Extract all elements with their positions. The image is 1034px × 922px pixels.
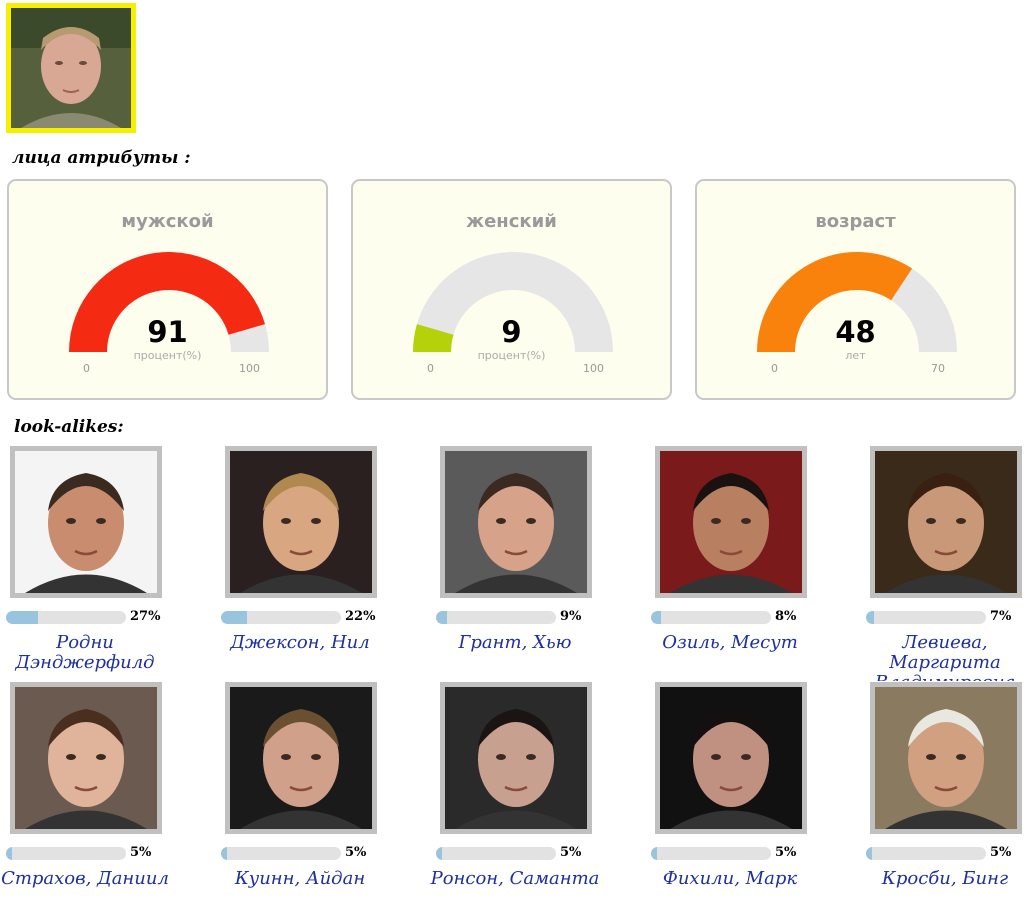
celebrity-name-link[interactable]: Ронсон, Саманта (430, 869, 600, 889)
celebrity-photo[interactable] (870, 682, 1022, 834)
gauge-unit: лет (845, 349, 866, 362)
similarity-bar (221, 611, 341, 624)
uploaded-face-photo (6, 3, 136, 133)
similarity-bar-fill (436, 611, 447, 624)
gauge-title: возраст (815, 211, 896, 232)
gauge-max: 70 (931, 362, 945, 375)
celebrity-photo[interactable] (225, 446, 377, 598)
look-alike-card: 27% Родни Дэнджерфилд (6, 446, 210, 686)
similarity-percent: 5% (990, 845, 1012, 860)
gauge-value: 48 (835, 315, 876, 349)
gauge-track (413, 252, 613, 352)
face-illustration (875, 451, 1017, 593)
similarity-percent: 5% (775, 845, 797, 860)
gauge-max: 100 (239, 362, 260, 375)
similarity-bar (651, 847, 771, 860)
gauge-max: 100 (583, 362, 604, 375)
similarity-bar-fill (6, 611, 39, 624)
gauge-age-arc (757, 251, 957, 352)
similarity-bar (221, 847, 341, 860)
gauge-title: мужской (121, 211, 214, 232)
gauge-male-arc (69, 252, 269, 352)
similarity-bar (6, 847, 126, 860)
celebrity-name-link[interactable]: Джексон, Нил (230, 633, 370, 653)
look-alike-card: 5% Страхов, Даниил (1, 682, 210, 922)
gauge-min: 0 (83, 362, 90, 375)
celebrity-name-link[interactable]: Родни Дэнджерфилд (15, 633, 155, 673)
gauge-fill (413, 324, 454, 352)
celebrity-name-link[interactable]: Озиль, Месут (662, 633, 798, 653)
gauge-card-female: женский 9 процент(%) 0 100 (351, 179, 672, 400)
face-illustration (15, 687, 157, 829)
look-alike-card: 22% Джексон, Нил (221, 446, 425, 686)
celebrity-name-link[interactable]: Куинн, Айдан (234, 869, 366, 889)
look-alike-card: 8% Озиль, Месут (651, 446, 855, 686)
gauge-card-male: мужской 91 процент(%) 0 100 (7, 179, 328, 400)
similarity-bar-fill (651, 611, 661, 624)
gauge-fill (757, 251, 913, 352)
gauge-min: 0 (427, 362, 434, 375)
similarity-percent: 7% (990, 609, 1012, 624)
face-illustration (15, 451, 157, 593)
celebrity-name-link[interactable]: Кросби, Бинг (881, 869, 1009, 889)
celebrity-name-link[interactable]: Левиева, Маргарита Владимировна (875, 633, 1015, 681)
similarity-bar-fill (866, 611, 875, 624)
similarity-percent: 5% (130, 845, 152, 860)
similarity-bar (436, 847, 556, 860)
look-alikes-heading: look-alikes: (14, 417, 124, 437)
look-alike-card: 5% Фихили, Марк (651, 682, 855, 922)
face-illustration (660, 687, 802, 829)
attributes-heading: лица атрибуты : (12, 148, 191, 168)
gauge-unit: процент(%) (477, 349, 546, 362)
celebrity-name-link[interactable]: Страхов, Даниил (1, 869, 169, 889)
similarity-bar (651, 611, 771, 624)
celebrity-photo[interactable] (655, 446, 807, 598)
gauge-fill (69, 252, 266, 352)
celebrity-photo[interactable] (440, 446, 592, 598)
look-alike-card: 7% Левиева, Маргарита Владимировна (866, 446, 1034, 686)
similarity-bar (6, 611, 126, 624)
look-alike-card: 9% Грант, Хью (436, 446, 640, 686)
look-alike-card: 5% Куинн, Айдан (221, 682, 425, 922)
celebrity-photo[interactable] (870, 446, 1022, 598)
face-illustration (230, 451, 372, 593)
gauge-title: женский (466, 211, 557, 232)
gauge-female-arc (413, 252, 613, 352)
celebrity-name-link[interactable]: Грант, Хью (458, 633, 572, 653)
similarity-bar-fill (221, 611, 248, 624)
similarity-percent: 5% (560, 845, 582, 860)
similarity-percent: 8% (775, 609, 797, 624)
similarity-bar-fill (6, 847, 12, 860)
gauge-card-age: возраст 48 лет 0 70 (695, 179, 1016, 400)
face-illustration (445, 687, 587, 829)
face-illustration (875, 687, 1017, 829)
similarity-bar-fill (651, 847, 657, 860)
face-illustration (445, 451, 587, 593)
celebrity-photo[interactable] (440, 682, 592, 834)
gauge-value: 91 (147, 315, 188, 349)
celebrity-photo[interactable] (10, 682, 162, 834)
look-alike-card: 5% Кросби, Бинг (866, 682, 1034, 922)
gauge-value: 9 (501, 315, 522, 349)
celebrity-photo[interactable] (10, 446, 162, 598)
similarity-bar (866, 611, 986, 624)
similarity-bar-fill (866, 847, 872, 860)
look-alike-card: 5% Ронсон, Саманта (431, 682, 640, 922)
celebrity-photo[interactable] (225, 682, 377, 834)
gauge-min: 0 (771, 362, 778, 375)
similarity-percent: 27% (130, 609, 161, 624)
similarity-bar-fill (221, 847, 227, 860)
celebrity-name-link[interactable]: Фихили, Марк (662, 869, 798, 889)
similarity-percent: 22% (345, 609, 376, 624)
similarity-percent: 5% (345, 845, 367, 860)
similarity-bar-fill (436, 847, 442, 860)
face-illustration (660, 451, 802, 593)
celebrity-photo[interactable] (655, 682, 807, 834)
similarity-percent: 9% (560, 609, 582, 624)
gauge-unit: процент(%) (133, 349, 202, 362)
similarity-bar (436, 611, 556, 624)
similarity-bar (866, 847, 986, 860)
face-illustration (230, 687, 372, 829)
